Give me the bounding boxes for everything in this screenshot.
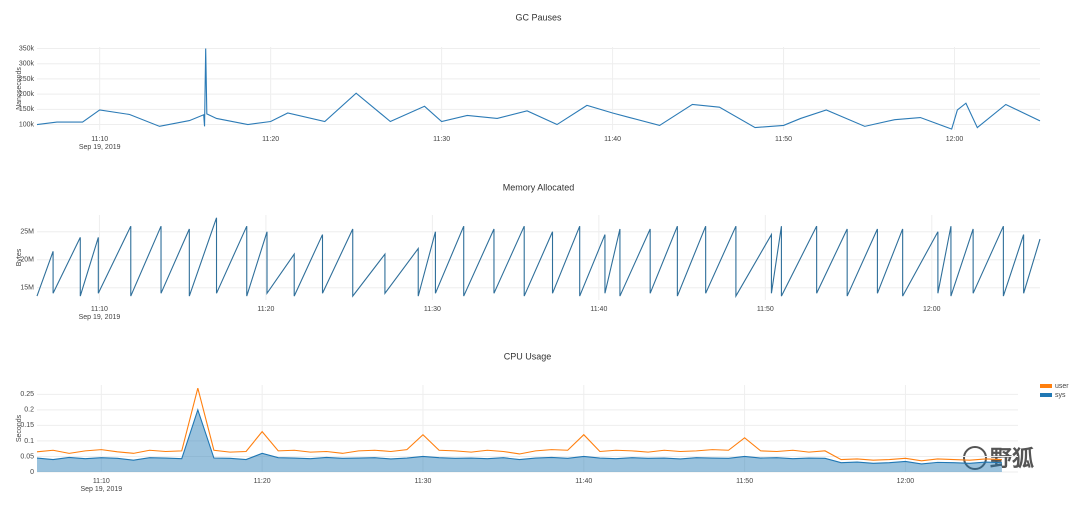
- x-tick-label: 11:20: [257, 306, 274, 313]
- x-tick-label: 11:30: [414, 478, 431, 485]
- y-tick-label: 0.25: [20, 391, 34, 398]
- y-tick-label: 0.1: [24, 438, 34, 445]
- x-tick-label: 12:00: [923, 306, 941, 313]
- x-tick-label: 11:30: [433, 136, 450, 143]
- legend-label: sys: [1055, 392, 1066, 399]
- y-axis-title: Seconds: [16, 414, 23, 442]
- legend-swatch: [1040, 393, 1052, 397]
- x-tick-label: 11:50: [757, 306, 774, 313]
- y-axis-title: Nanoseconds: [16, 67, 23, 110]
- x-tick-label: 12:00: [897, 478, 915, 485]
- watermark-icon: [963, 446, 987, 470]
- y-tick-label: 0.15: [20, 422, 34, 429]
- x-date-label: Sep 19, 2019: [79, 314, 121, 321]
- x-tick-label: 11:40: [604, 136, 621, 143]
- y-tick-label: 20M: [20, 257, 34, 264]
- y-tick-label: 100k: [19, 121, 35, 128]
- x-tick-label: 11:10: [93, 478, 110, 485]
- y-tick-label: 25M: [20, 229, 34, 236]
- y-tick-label: 300k: [19, 61, 35, 68]
- x-tick-label: 11:20: [254, 478, 271, 485]
- y-tick-label: 200k: [19, 91, 35, 98]
- y-tick-label: 250k: [19, 76, 35, 83]
- chart-title: CPU Usage: [504, 351, 552, 361]
- x-tick-label: 11:50: [775, 136, 792, 143]
- x-tick-label: 11:10: [91, 136, 108, 143]
- legend-label: user: [1055, 383, 1069, 390]
- y-tick-label: 15M: [20, 285, 34, 292]
- x-tick-label: 11:20: [262, 136, 279, 143]
- y-axis-title: Bytes: [16, 248, 23, 266]
- y-tick-label: 0.05: [20, 453, 34, 460]
- y-tick-label: 350k: [19, 45, 35, 52]
- line: [36, 217, 1041, 299]
- x-tick-label: 11:10: [91, 306, 108, 313]
- x-tick-label: 11:40: [575, 478, 592, 485]
- y-tick-label: 0.2: [24, 407, 34, 414]
- line: [36, 408, 1002, 465]
- x-date-label: Sep 19, 2019: [80, 486, 122, 493]
- watermark: 野狐: [990, 446, 1034, 471]
- watermark-circle: [963, 446, 987, 470]
- line: [36, 48, 1041, 130]
- y-tick-label: 150k: [19, 106, 35, 113]
- x-tick-label: 11:30: [424, 306, 441, 313]
- chart-title: GC Pauses: [515, 12, 562, 22]
- line: [36, 387, 1002, 462]
- x-tick-label: 11:50: [736, 478, 753, 485]
- x-date-label: Sep 19, 2019: [79, 144, 121, 151]
- x-tick-label: 11:40: [590, 306, 607, 313]
- y-tick-label: 0: [30, 469, 34, 476]
- x-tick-label: 12:00: [946, 136, 964, 143]
- legend-swatch: [1040, 384, 1052, 388]
- chart-title: Memory Allocated: [503, 182, 575, 192]
